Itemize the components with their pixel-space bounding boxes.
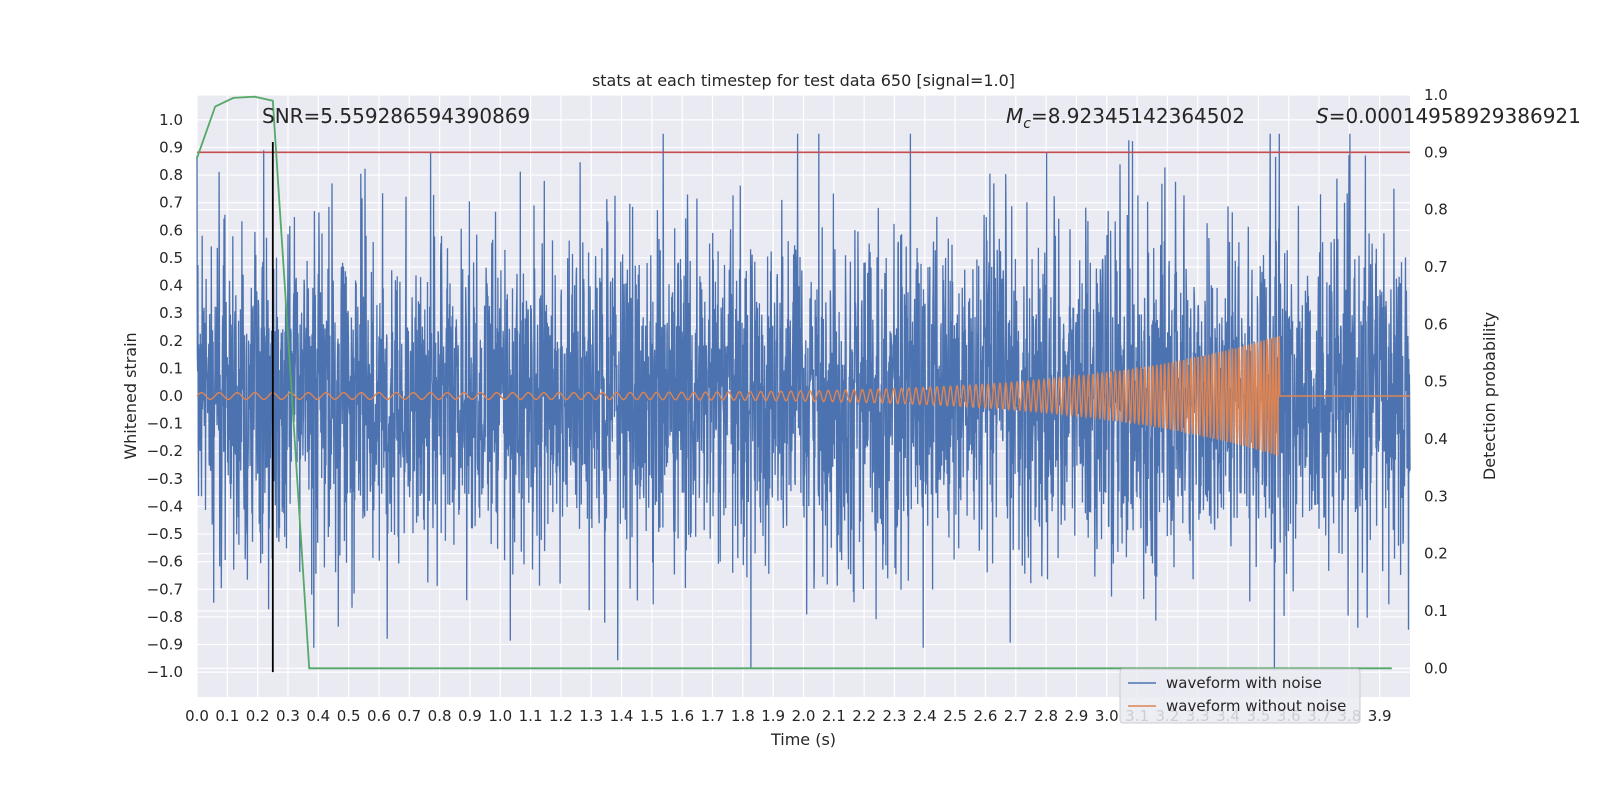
y2-tick-label: 0.7 (1424, 258, 1448, 276)
x-tick-label: 0.5 (337, 707, 361, 725)
noise-series-group (196, 133, 1411, 671)
y2-tick-label: 0.1 (1424, 602, 1448, 620)
x-tick-label: 2.0 (792, 707, 816, 725)
y-tick-label: 0.8 (159, 166, 183, 184)
y-tick-label: −0.1 (147, 415, 183, 433)
y2-tick-label: 0.9 (1424, 143, 1448, 161)
y-tick-label: −0.7 (147, 580, 183, 598)
x-tick-label: 3.9 (1368, 707, 1392, 725)
y-tick-label: 0.0 (159, 387, 183, 405)
legend-label-noise: waveform with noise (1166, 674, 1322, 692)
x-tick-label: 1.7 (701, 707, 725, 725)
legend: waveform with noise waveform without noi… (1119, 668, 1361, 724)
snr-annotation: SNR=5.559286594390869 (262, 104, 530, 128)
x-axis-label: Time (s) (770, 730, 836, 749)
x-tick-label: 2.5 (943, 707, 967, 725)
x-tick-label: 2.8 (1034, 707, 1058, 725)
clean-series-group (196, 335, 1410, 457)
y-axis-label: Whitened strain (121, 332, 140, 459)
y-tick-label: −0.8 (147, 608, 183, 626)
legend-box (1119, 668, 1361, 724)
y2-tick-label: 0.4 (1424, 430, 1448, 448)
chart-title: stats at each timestep for test data 650… (592, 71, 1015, 90)
x-tick-label: 0.1 (215, 707, 239, 725)
y2-tick-label: 0.5 (1424, 373, 1448, 391)
x-tick-label: 0.3 (276, 707, 300, 725)
s-value: =0.00014958929386921 (1329, 104, 1581, 128)
s-annotation: S=0.00014958929386921 (1316, 104, 1581, 128)
x-tick-label: 1.4 (610, 707, 634, 725)
series-line-detection-probability (196, 95, 1392, 670)
x-tick-label: 1.8 (731, 707, 755, 725)
x-tick-label: 1.2 (549, 707, 573, 725)
s-symbol: S (1316, 104, 1329, 128)
y2-tick-label: 0.0 (1424, 659, 1448, 677)
x-tick-label: 0.2 (246, 707, 270, 725)
y-tick-label: −0.2 (147, 442, 183, 460)
x-tick-label: 2.7 (1004, 707, 1028, 725)
y-tick-label: 0.2 (159, 332, 183, 350)
x-tick-label: 1.3 (579, 707, 603, 725)
x-tick-label: 2.2 (852, 707, 876, 725)
x-tick-label: 1.9 (761, 707, 785, 725)
y-tick-label: −0.3 (147, 470, 183, 488)
y-tick-label: −1.0 (147, 663, 183, 681)
y-tick-label: −0.6 (147, 553, 183, 571)
y2-axis-label: Detection probability (1480, 312, 1499, 480)
x-tick-label: 0.7 (397, 707, 421, 725)
y2-tick-label: 0.8 (1424, 201, 1448, 219)
x-tick-label: 0.4 (306, 707, 330, 725)
y-tick-label: 1.0 (159, 111, 183, 129)
series-line-waveform-without-noise (196, 335, 1410, 457)
y2-tick-label: 0.6 (1424, 315, 1448, 333)
x-tick-label: 2.6 (974, 707, 998, 725)
y-tick-label: −0.4 (147, 497, 183, 515)
x-tick-label: 2.3 (883, 707, 907, 725)
y2-tick-label: 0.3 (1424, 487, 1448, 505)
x-tick-label: 0.6 (367, 707, 391, 725)
y-tick-label: 0.4 (159, 277, 183, 295)
y-tick-label: −0.5 (147, 525, 183, 543)
y-tick-label: 0.1 (159, 359, 183, 377)
legend-label-clean: waveform without noise (1166, 697, 1346, 715)
mc-value: =8.92345142364502 (1031, 104, 1245, 128)
y-tick-label: 0.3 (159, 304, 183, 322)
x-tick-label: 1.0 (488, 707, 512, 725)
x-tick-label: 0.9 (458, 707, 482, 725)
x-tick-label: 1.6 (670, 707, 694, 725)
x-tick-label: 1.5 (640, 707, 664, 725)
x-tick-label: 3.0 (1095, 707, 1119, 725)
x-tick-label: 2.4 (913, 707, 937, 725)
series-line-waveform-with-noise (196, 133, 1411, 671)
mc-symbol: M (1006, 104, 1023, 128)
x-tick-label: 0.0 (185, 707, 209, 725)
y-tick-label: 0.6 (159, 221, 183, 239)
y-tick-label: 0.9 (159, 138, 183, 156)
mc-subscript: c (1023, 116, 1031, 132)
x-tick-label: 1.1 (519, 707, 543, 725)
x-tick-label: 0.8 (428, 707, 452, 725)
y2-tick-label: 0.2 (1424, 545, 1448, 563)
y-tick-label: 0.7 (159, 194, 183, 212)
x-tick-label: 2.9 (1064, 707, 1088, 725)
probability-series-group (196, 95, 1410, 673)
y-tick-label: 0.5 (159, 249, 183, 267)
chirp-mass-annotation: Mc=8.92345142364502 (1006, 104, 1245, 132)
x-tick-label: 2.1 (822, 707, 846, 725)
y2-tick-label: 1.0 (1424, 86, 1448, 104)
y-tick-label: −0.9 (147, 636, 183, 654)
